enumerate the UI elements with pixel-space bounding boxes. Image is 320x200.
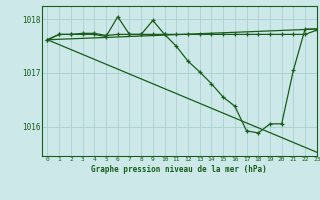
X-axis label: Graphe pression niveau de la mer (hPa): Graphe pression niveau de la mer (hPa) bbox=[91, 165, 267, 174]
